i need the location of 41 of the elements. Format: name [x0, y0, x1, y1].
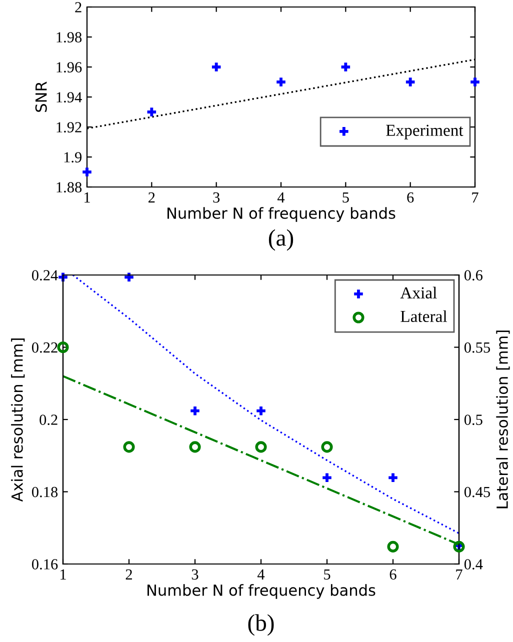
y-tick-label: 0.18	[32, 486, 58, 498]
y-axis-title: SNR	[35, 82, 47, 112]
y-tick-label: 0.22	[32, 342, 58, 353]
x-tick-label: 7	[456, 569, 462, 580]
y2-tick-label: 0.45	[464, 486, 490, 498]
text: (a)	[268, 229, 294, 251]
x-tick-label: 1	[60, 569, 66, 580]
x-tick-label: 4	[257, 569, 265, 580]
x-tick-label: 7	[472, 192, 478, 202]
y-tick-label: 1.88	[56, 182, 82, 193]
x-tick-label: 6	[407, 192, 414, 203]
y-tick-label: 2	[75, 2, 82, 12]
text: (b)	[248, 614, 274, 636]
y-tick-label: 1.96	[56, 62, 82, 73]
x-tick-label: 6	[390, 569, 396, 580]
x-tick-label: 1	[84, 192, 90, 202]
x-axis-title: Number N of frequency bands	[148, 584, 376, 599]
y-tick-label: 0.16	[32, 559, 58, 570]
y2-tick-label: 0.5	[464, 414, 482, 426]
y-tick-label: 0.2	[40, 414, 58, 426]
y2-tick-label: 0.6	[464, 270, 482, 281]
y-tick-label: 1.98	[56, 32, 82, 43]
x-tick-label: 5	[324, 569, 330, 580]
x-tick-label: 5	[342, 192, 349, 203]
legend-label: Experiment	[386, 124, 464, 140]
x-tick-label: 4	[277, 192, 285, 202]
x-axis-title: Number N of frequency bands	[168, 207, 396, 222]
y2-tick-label: 0.55	[464, 342, 490, 353]
legend-label: Axial	[400, 286, 437, 298]
legend-label: Lateral	[400, 310, 447, 322]
y-tick-label: 1.9	[64, 152, 82, 163]
x-tick-label: 2	[126, 569, 132, 580]
y-tick-label: 0.24	[32, 270, 58, 281]
x-tick-label: 2	[148, 192, 155, 202]
y-tick-label: 1.94	[56, 92, 82, 103]
y-axis-title: Axial resolution [mm]	[11, 338, 25, 502]
x-tick-label: 3	[192, 569, 198, 580]
y2-tick-label: 0.4	[464, 559, 483, 570]
x-tick-label: 3	[213, 192, 220, 203]
y2-axis-title: Lateral resolution [mm]	[496, 330, 510, 508]
y-tick-label: 1.92	[56, 122, 82, 133]
